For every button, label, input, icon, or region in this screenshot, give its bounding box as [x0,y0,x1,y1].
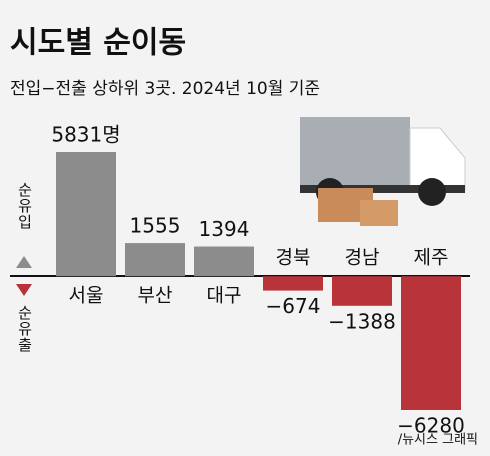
value-label: 1394 [199,217,250,241]
inflow-label: 순유입 [16,182,34,230]
bar [194,247,254,277]
bar [56,152,116,276]
box [360,200,398,226]
truck-cargo [300,117,410,190]
value-label: −6280 [397,414,465,438]
bar [332,276,392,306]
chart-subtitle: 전입−전출 상하위 3곳. 2024년 10월 기준 [10,79,320,99]
bar [401,276,461,410]
category-label: 대구 [207,285,242,307]
chart: 시도별 순이동 전입−전출 상하위 3곳. 2024년 10월 기준 순유입 순… [0,0,490,456]
value-label: −674 [266,294,321,318]
chart-title: 시도별 순이동 [10,26,186,61]
value-label: 1555 [130,214,181,238]
category-label: 서울 [69,285,104,307]
bar [125,243,185,276]
category-label: 경북 [276,247,311,269]
category-label: 경남 [345,247,380,269]
category-label: 제주 [414,247,449,269]
truck-wheel [418,178,446,206]
value-label: −1388 [328,309,396,333]
bar [263,276,323,290]
category-label: 부산 [138,285,173,307]
outflow-label: 순유출 [16,305,34,353]
value-label: 5831명 [51,123,120,147]
